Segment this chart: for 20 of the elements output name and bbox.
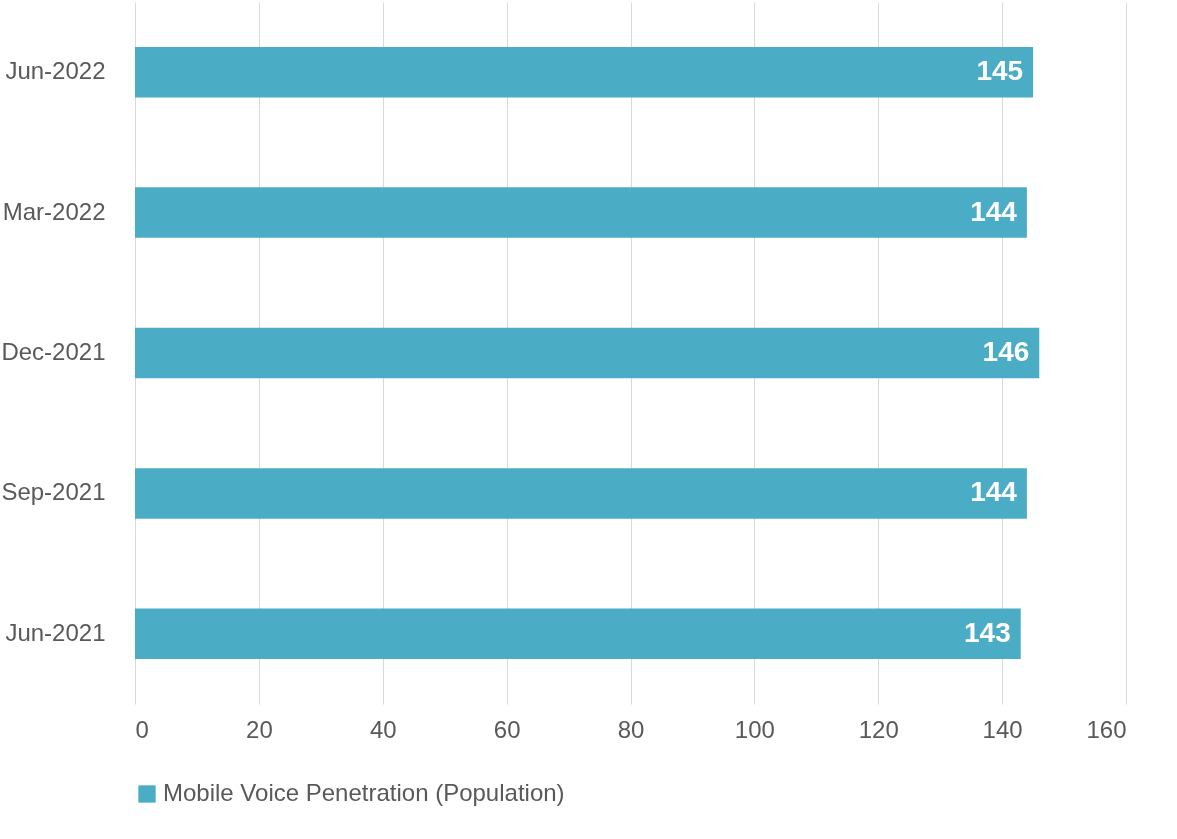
legend-label: Mobile Voice Penetration (Population) xyxy=(163,779,565,806)
data-label: 144 xyxy=(970,195,1018,227)
y-tick-label: Mar-2022 xyxy=(2,197,106,225)
x-tick-label: 20 xyxy=(246,715,273,743)
y-tick-label: Dec-2021 xyxy=(1,338,106,365)
x-tick-label: 0 xyxy=(135,715,149,743)
data-label: 145 xyxy=(976,55,1024,87)
y-tick-label: Jun-2022 xyxy=(5,57,106,85)
y-tick-label: Sep-2021 xyxy=(1,478,106,506)
data-label: 146 xyxy=(982,336,1030,367)
x-tick-label: 140 xyxy=(982,715,1023,743)
x-tick-label: 40 xyxy=(369,715,397,743)
data-label: 144 xyxy=(970,476,1018,508)
x-tick-label: 160 xyxy=(1086,715,1127,743)
y-tick-label: Jun-2021 xyxy=(5,618,106,646)
x-tick-label: 100 xyxy=(734,715,775,743)
x-tick-label: 120 xyxy=(858,715,899,743)
x-tick-label: 80 xyxy=(617,715,645,743)
data-label: 143 xyxy=(963,616,1011,648)
x-tick-label: 60 xyxy=(493,715,521,743)
